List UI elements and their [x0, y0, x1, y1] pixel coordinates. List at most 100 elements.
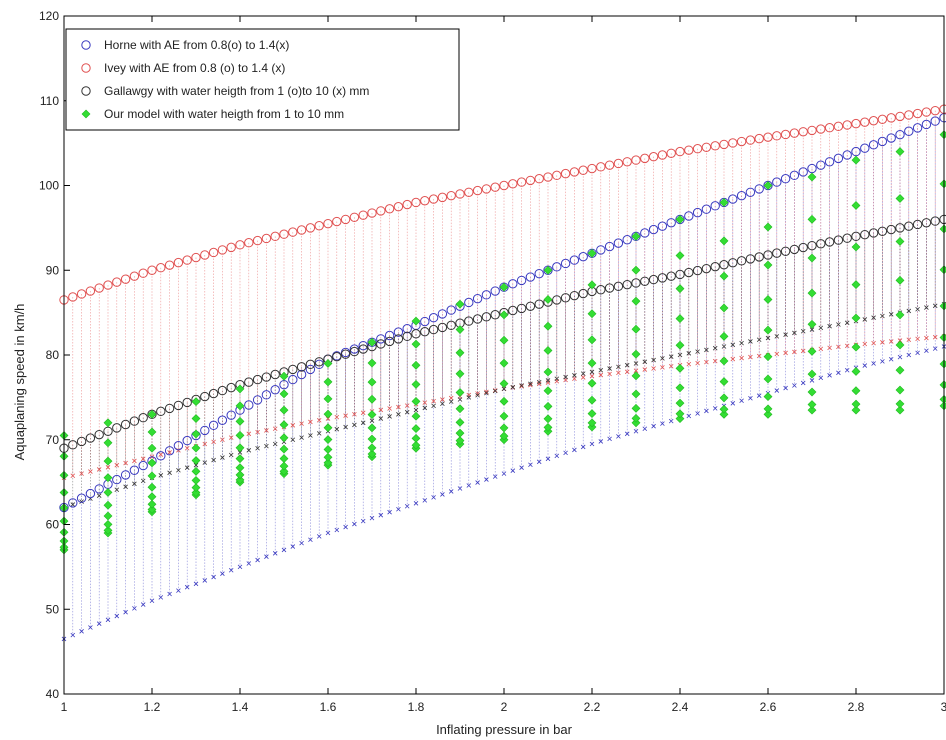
series-2-o-marker	[173, 257, 184, 268]
series-1-o-marker	[516, 275, 527, 286]
series-4-marker	[895, 275, 905, 285]
series-2-o-marker	[120, 274, 131, 284]
series-3-o-marker	[789, 244, 800, 255]
series-4-marker	[323, 452, 333, 462]
series-1-o-marker	[85, 488, 96, 499]
series-3-x-marker	[862, 317, 868, 322]
series-4-marker	[587, 335, 597, 345]
series-4-marker	[235, 416, 245, 426]
series-2-x-marker	[396, 404, 401, 410]
series-4-marker	[323, 435, 333, 444]
series-3-x-marker	[114, 487, 120, 493]
series-3-x-marker	[844, 320, 850, 326]
series-1-x-marker	[404, 503, 410, 509]
series-3-x-marker	[598, 367, 604, 373]
series-1-o-marker	[173, 440, 184, 451]
series-1-x-marker	[897, 354, 903, 360]
series-3-x-marker	[237, 450, 243, 455]
series-3-o-marker	[701, 263, 712, 274]
series-2-o-marker	[411, 197, 421, 208]
series-4-marker	[763, 374, 773, 384]
series-3-x-marker	[440, 401, 445, 407]
series-4-marker	[631, 418, 641, 428]
legend-marker-3	[81, 86, 91, 96]
series-3-o-marker	[182, 397, 192, 408]
series-4-marker	[279, 389, 289, 399]
series-4-marker	[191, 476, 201, 485]
x-tick-label: 1	[61, 700, 68, 714]
series-2-o-marker	[367, 208, 377, 218]
series-3-o-markers	[59, 214, 946, 453]
series-2-x-marker	[96, 467, 102, 472]
series-3-x-marker	[255, 445, 260, 451]
series-1-x-marker	[589, 441, 595, 447]
x-tick-label: 2.6	[760, 700, 777, 714]
series-3-o-marker	[807, 240, 817, 251]
series-1-o-marker	[200, 425, 210, 436]
series-2-o-marker	[877, 114, 888, 125]
series-4-marker	[763, 352, 773, 362]
series-1-o-marker	[182, 435, 192, 446]
series-1-o-marker	[780, 174, 791, 184]
series-1-x-marker	[79, 629, 84, 634]
series-4-marker	[455, 348, 465, 358]
series-1-x-markers	[61, 344, 946, 642]
y-tick-label: 100	[39, 179, 59, 193]
x-tick-label: 1.4	[232, 700, 249, 714]
series-1-x-marker	[545, 456, 551, 462]
series-2-x-marker	[158, 452, 164, 457]
series-2-x-marker	[167, 450, 172, 455]
series-2-o-marker	[147, 265, 157, 275]
series-3-o-marker	[481, 312, 492, 322]
series-3-x-marker	[704, 347, 709, 353]
series-2-x-marker	[352, 411, 357, 417]
series-3-x-marker	[730, 342, 736, 348]
series-4-marker	[411, 411, 421, 421]
series-3-x-marker	[739, 340, 744, 346]
series-2-x-marker	[739, 355, 744, 361]
series-4-marker	[323, 394, 333, 404]
series-4-marker	[675, 363, 685, 373]
series-3-o-marker	[877, 226, 888, 236]
series-3-x-marker	[272, 441, 278, 447]
series-2-o-marker	[296, 225, 307, 235]
series-1-x-marker	[281, 547, 287, 553]
series-3-x-marker	[809, 327, 815, 332]
legend: Horne with AE from 0.8(o) to 1.4(x) Ivey …	[65, 28, 460, 131]
legend-marker-2	[81, 63, 91, 73]
series-2-o-marker	[543, 172, 553, 182]
series-3-x-marker	[484, 390, 489, 396]
series-1-x-marker	[686, 413, 692, 419]
series-4-marker	[851, 405, 861, 415]
series-3-x-marker	[193, 462, 199, 468]
series-4-marker	[763, 222, 773, 232]
series-2-o-marker	[930, 105, 940, 116]
series-1-x-marker	[739, 398, 744, 404]
series-4-marker	[279, 444, 289, 454]
series-3-x-marker	[924, 305, 929, 310]
series-1-x-marker	[554, 453, 560, 459]
series-2-x-marker	[607, 371, 612, 377]
series-4-marker	[279, 420, 289, 430]
series-2-o-marker	[895, 111, 905, 122]
series-2-o-marker	[701, 142, 712, 152]
series-4-marker	[851, 201, 861, 210]
series-3-x-marker	[492, 388, 498, 394]
series-1-x-marker	[572, 447, 577, 453]
series-4-marker	[895, 405, 905, 415]
series-1-o-marker	[736, 190, 747, 201]
series-2-x-marker	[123, 460, 128, 466]
series-3-x-marker	[466, 395, 472, 400]
series-3-o-marker	[763, 250, 773, 260]
series-3-o-marker	[288, 364, 298, 375]
series-1-o-marker	[376, 334, 386, 344]
series-4-marker	[719, 409, 729, 419]
series-1-o-marker	[816, 160, 826, 170]
series-2-o-marker	[552, 170, 562, 181]
series-4-marker	[719, 331, 729, 341]
series-3-o-marker	[428, 324, 439, 335]
series-4-marker	[499, 396, 509, 406]
series-2-o-marker	[235, 240, 245, 250]
series-1-o-marker	[384, 330, 395, 341]
series-3-o-marker	[68, 440, 78, 450]
